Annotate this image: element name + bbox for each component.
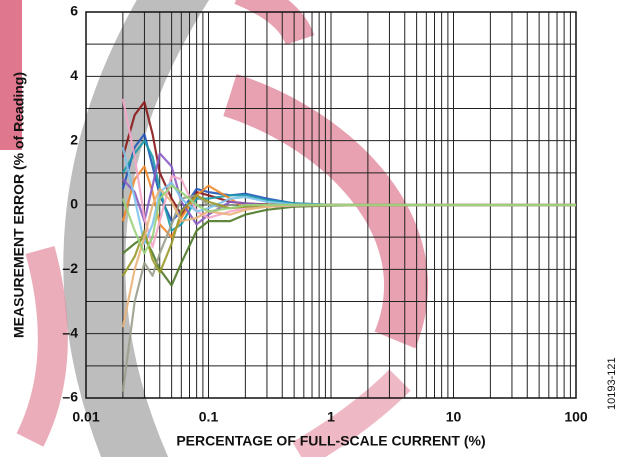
x-tick-label: 0.01 (72, 409, 99, 425)
x-tick-label: 100 (564, 409, 588, 425)
x-axis-title: PERCENTAGE OF FULL-SCALE CURRENT (%) (176, 433, 485, 449)
watermark-band (0, 0, 22, 150)
y-axis-title: MEASUREMENT ERROR (% of Reading) (11, 72, 27, 338)
x-tick-label: 1 (327, 409, 335, 425)
watermark-arc (223, 74, 428, 349)
y-tick-label: –2 (62, 260, 78, 276)
figure-id: 10193-121 (606, 357, 618, 410)
watermark-arc (16, 246, 68, 447)
y-tick-label: –4 (62, 324, 78, 340)
watermark-arc (63, 0, 210, 457)
y-tick-label: –6 (62, 389, 78, 405)
y-tick-label: 2 (70, 131, 78, 147)
watermark-arc (234, 0, 315, 46)
x-tick-label: 10 (446, 409, 462, 425)
watermark-arc (292, 369, 411, 457)
y-tick-label: 6 (70, 3, 78, 19)
watermark (0, 0, 428, 457)
series-line (121, 184, 576, 255)
y-tick-label: 4 (70, 67, 78, 83)
series-line (121, 194, 576, 392)
x-tick-label: 0.1 (199, 409, 219, 425)
y-tick-label: 0 (70, 196, 78, 212)
